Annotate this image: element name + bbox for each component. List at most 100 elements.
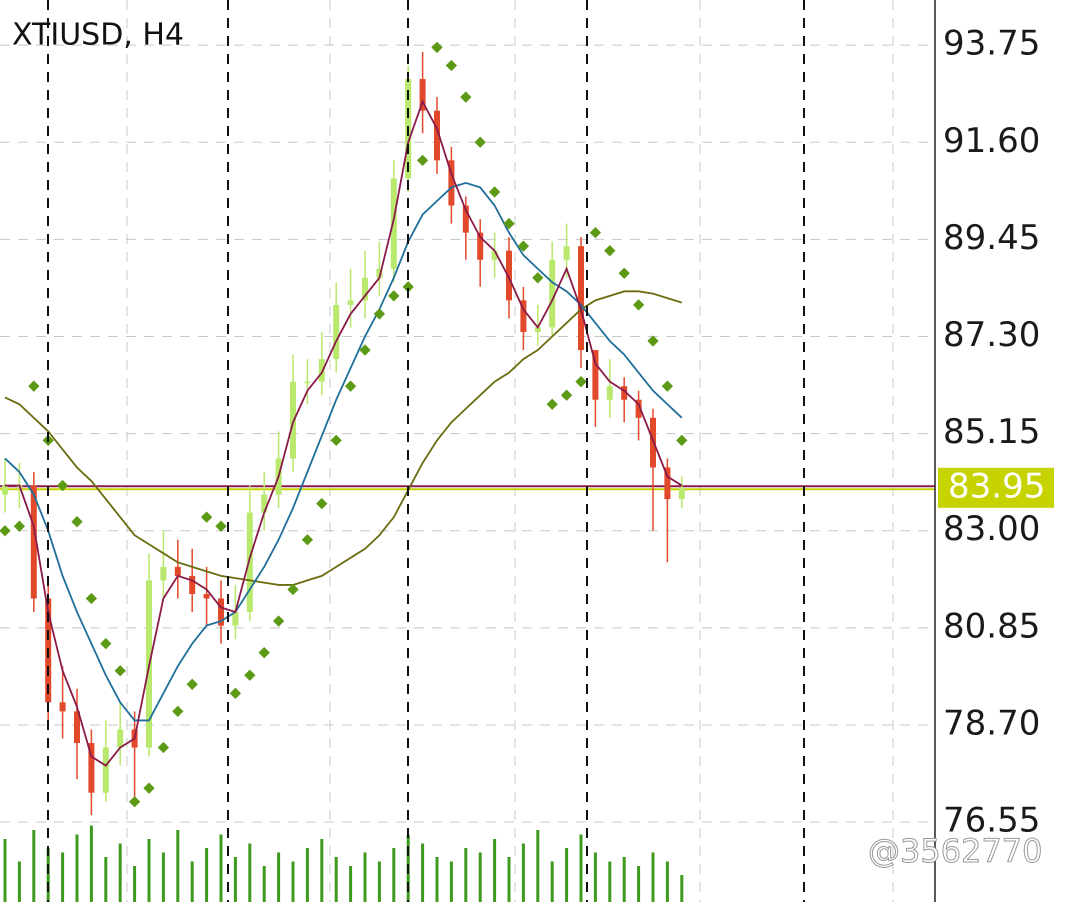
candle-body <box>534 327 541 332</box>
volume-bar <box>190 861 194 902</box>
watermark: @3562770 <box>868 832 1043 870</box>
volume-bar <box>637 866 641 902</box>
candle-body <box>491 250 498 260</box>
y-tick-label: 91.60 <box>943 121 1040 161</box>
sar-dot <box>618 267 630 279</box>
sar-dot <box>517 240 530 252</box>
volume-bar <box>363 852 367 902</box>
moving-average <box>4 181 683 722</box>
candle-body <box>563 246 570 260</box>
volume-bar <box>680 875 684 902</box>
candle-body <box>117 729 124 748</box>
volume-bar <box>89 825 93 902</box>
volume-bar <box>118 843 122 902</box>
candle-body <box>347 300 354 305</box>
candle-body <box>592 350 599 400</box>
chart-title: XTIUSD, H4 <box>12 18 184 53</box>
sar-dot <box>416 154 429 167</box>
candle-body <box>419 79 426 111</box>
candle-body <box>635 399 642 418</box>
candle-body <box>578 246 584 351</box>
sar-dot <box>560 389 573 401</box>
candle-body <box>246 512 253 613</box>
sar-dot <box>128 796 141 808</box>
candle-body <box>304 381 311 384</box>
volume-bar <box>435 857 439 902</box>
volume-bar <box>233 857 237 902</box>
candle-body <box>376 268 383 278</box>
sar-dot <box>244 669 256 681</box>
sar-dot <box>229 687 242 699</box>
volume-bar <box>133 866 137 902</box>
volume-bar <box>651 852 655 902</box>
candle-body <box>549 259 556 328</box>
candle-body <box>678 487 685 500</box>
sar-dot <box>532 272 544 284</box>
volume-bar <box>305 848 309 902</box>
candle-body <box>448 160 455 206</box>
volume-bar <box>176 830 180 902</box>
candle-body <box>30 485 37 599</box>
sar-dot <box>604 245 616 257</box>
candle-body <box>434 110 440 161</box>
candle-body <box>362 277 368 301</box>
volume-bar <box>593 852 597 902</box>
sar-dot <box>172 705 184 718</box>
candle-body <box>477 232 484 260</box>
candle-body <box>2 485 8 495</box>
sar-dot <box>388 290 400 302</box>
candle-body <box>88 743 95 793</box>
volume-bar <box>320 839 324 902</box>
sar-dot <box>258 647 270 659</box>
sar-dot <box>330 434 342 447</box>
sar-dot <box>200 511 213 523</box>
sar-dot <box>359 344 371 356</box>
candle-body <box>59 702 66 712</box>
volume-bar <box>291 861 295 902</box>
sar-dot <box>373 308 386 320</box>
volume-bar <box>449 861 453 902</box>
sar-dot <box>661 380 674 392</box>
sar-dot <box>215 520 227 532</box>
grid <box>0 0 935 902</box>
volume-bar <box>205 848 209 902</box>
sar-dot <box>301 534 314 546</box>
price-box <box>938 467 1054 508</box>
volume-bar <box>579 834 583 902</box>
candle-body <box>174 566 181 576</box>
candle-body <box>189 575 196 594</box>
volume-bar <box>17 861 21 902</box>
y-tick-label: 80.85 <box>943 606 1040 646</box>
sar-dot <box>488 186 501 198</box>
sar-dot <box>575 376 587 388</box>
sar-dot <box>316 497 328 510</box>
volume-bar <box>248 843 252 902</box>
candle-body <box>390 178 397 269</box>
volume-bar <box>377 861 381 902</box>
y-tick-label: 78.70 <box>943 703 1040 743</box>
volume-bar <box>507 857 511 902</box>
candle-body <box>218 598 224 626</box>
candle-body <box>664 467 671 500</box>
volume-bar <box>550 861 554 902</box>
volume-bar <box>3 839 7 902</box>
candle-body <box>74 711 80 744</box>
volume-bar <box>277 852 281 902</box>
candle-body <box>318 359 325 382</box>
volume-bar <box>61 852 65 902</box>
volume-bar <box>262 866 266 902</box>
candle-body <box>462 205 469 233</box>
candle-body <box>621 386 628 400</box>
sar-dot <box>157 741 170 754</box>
volume-bar <box>161 852 165 902</box>
sar-dot <box>344 380 357 392</box>
volume-bar <box>521 843 525 902</box>
volume-bar <box>334 857 338 902</box>
volume-bar <box>622 857 626 902</box>
sar-dot <box>143 782 155 794</box>
volume-bar <box>104 857 108 902</box>
sar-dot <box>647 335 659 347</box>
candle-body <box>102 747 109 793</box>
sar-dot <box>287 583 299 596</box>
